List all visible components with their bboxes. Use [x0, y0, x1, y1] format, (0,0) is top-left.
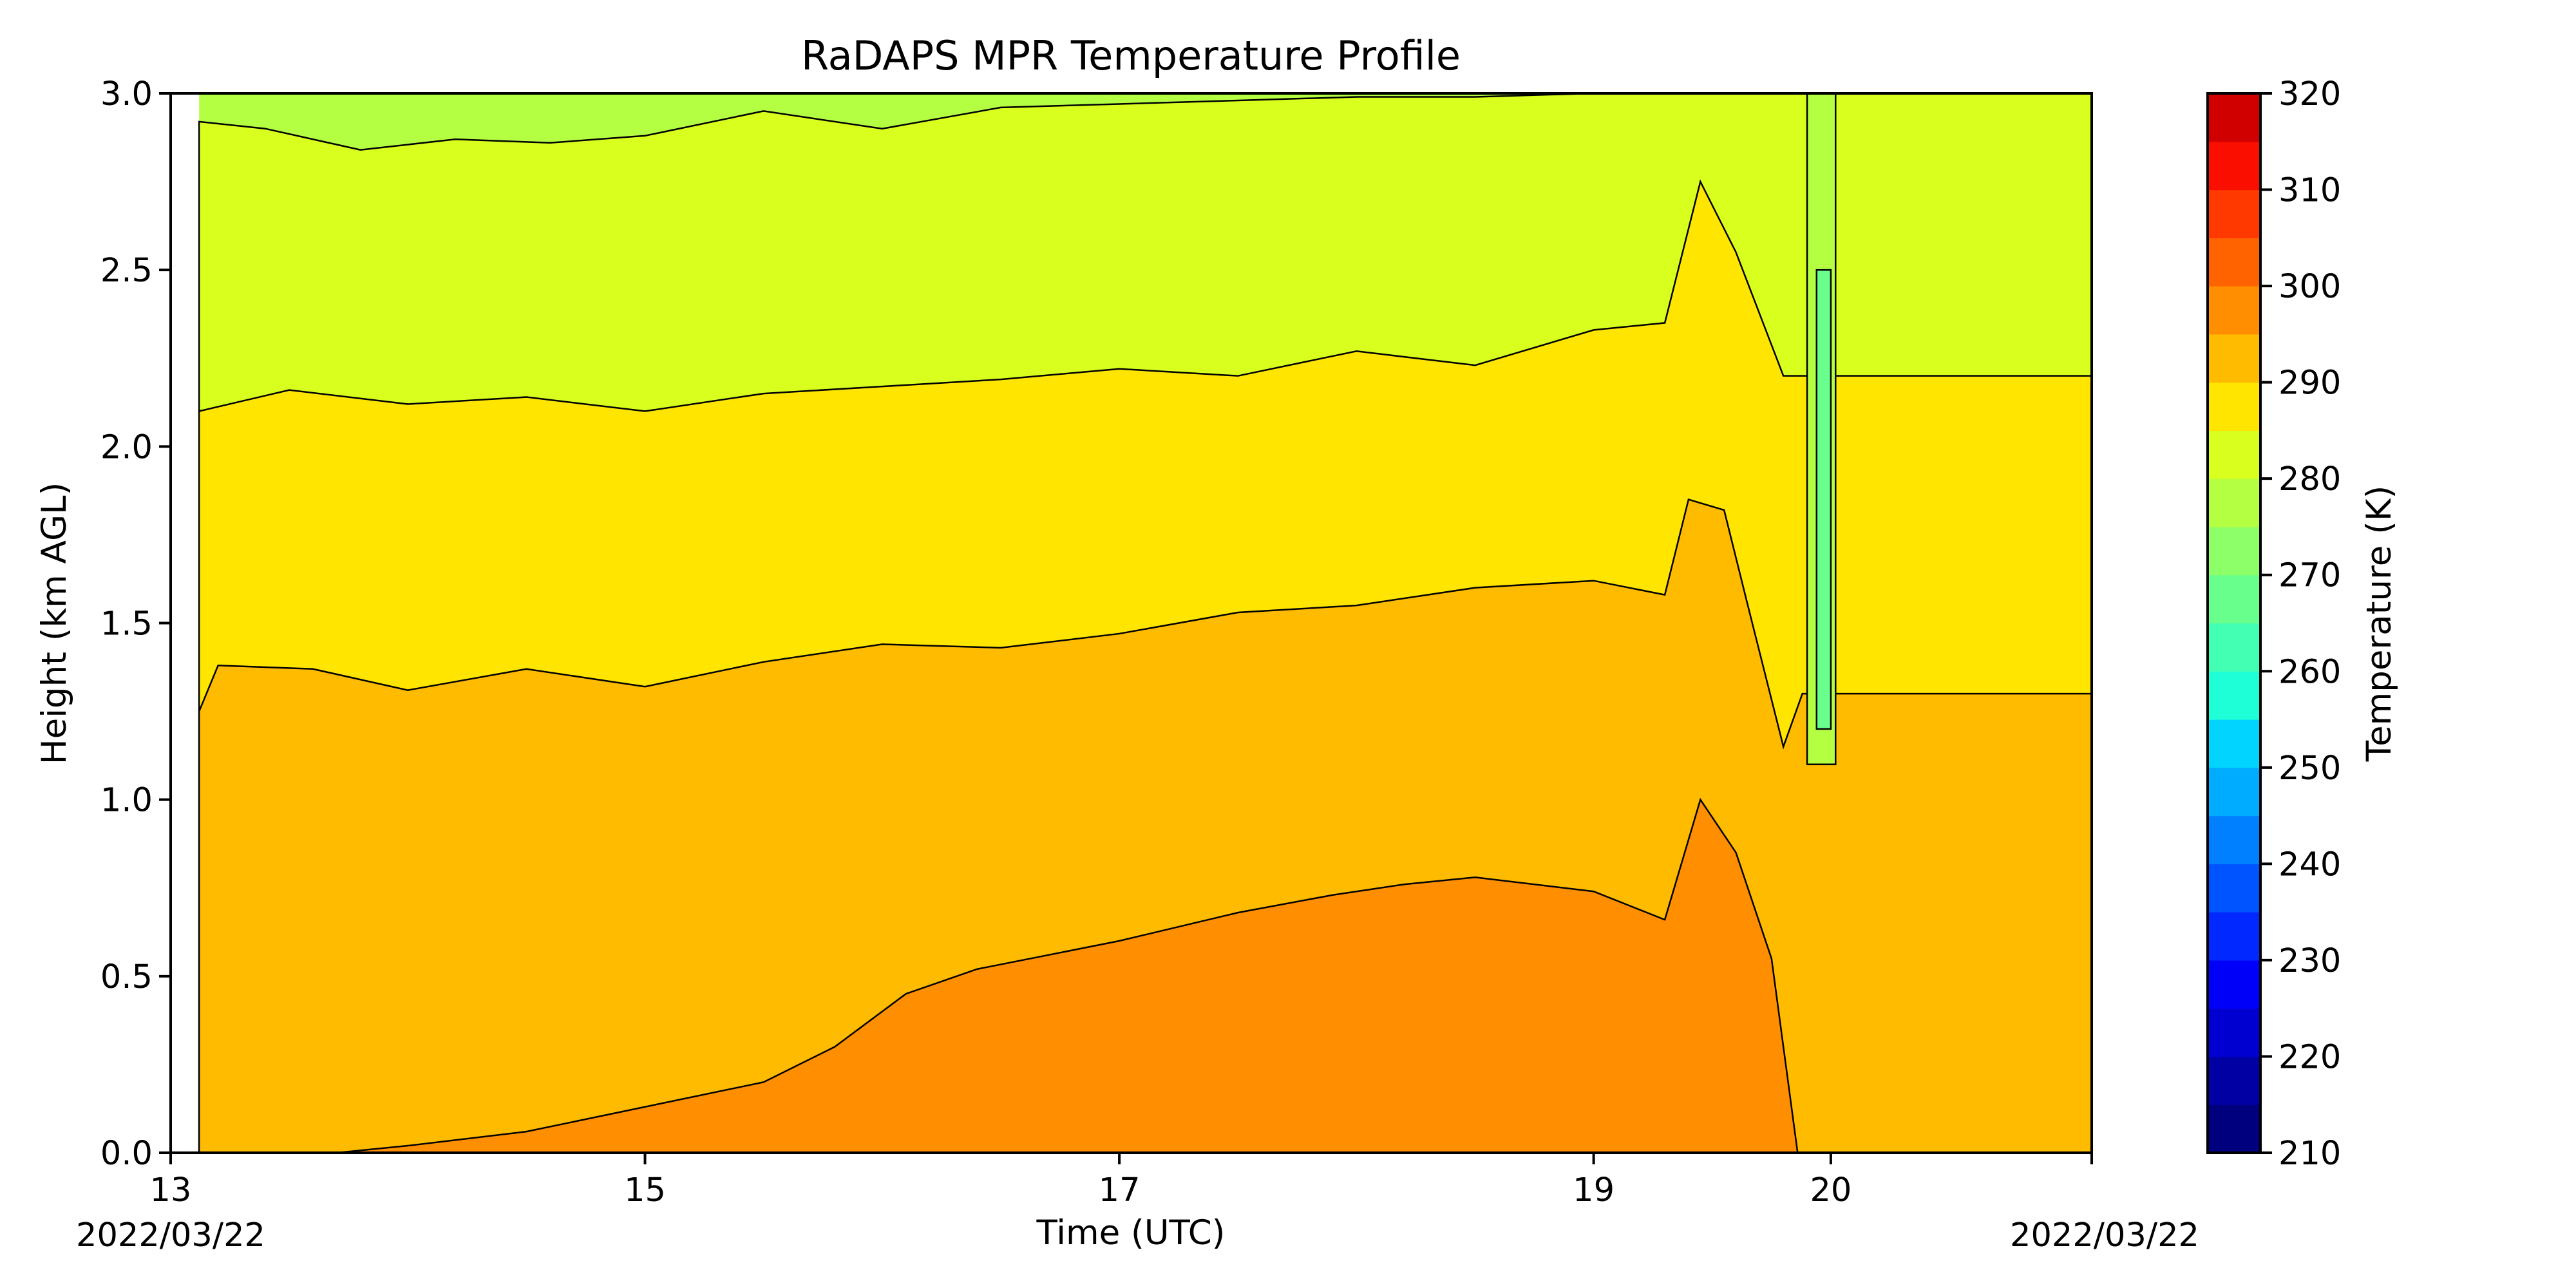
- x-end-date-label: 2022/03/22: [2010, 1217, 2199, 1255]
- band-295-300: [194, 797, 1799, 1153]
- colorbar-swatch: [2208, 93, 2260, 142]
- x-tick-label: 19: [1573, 1171, 1615, 1209]
- y-tick-label: 0.5: [100, 958, 153, 996]
- chart-title: RaDAPS MPR Temperature Profile: [801, 32, 1461, 79]
- colorbar-swatch: [2208, 286, 2260, 335]
- band-265-270: [1815, 269, 1832, 730]
- x-start-date-label: 2022/03/22: [76, 1217, 265, 1255]
- colorbar-tick-label: 230: [2278, 942, 2341, 980]
- colorbar: [2208, 93, 2260, 1153]
- y-tick-label: 1.0: [100, 782, 153, 820]
- y-tick-label: 2.5: [100, 252, 153, 290]
- colorbar-tick-label: 210: [2278, 1135, 2341, 1173]
- y-tick-label: 1.5: [100, 605, 153, 643]
- colorbar-swatch: [2208, 623, 2260, 672]
- y-tick-label: 0.0: [100, 1135, 153, 1173]
- colorbar-swatch: [2208, 526, 2260, 576]
- colorbar-tick-label: 240: [2278, 846, 2341, 884]
- colorbar-swatch: [2208, 382, 2260, 431]
- colorbar-tick-label: 290: [2278, 365, 2341, 402]
- y-tick-label: 3.0: [100, 75, 153, 113]
- colorbar-swatch: [2208, 1056, 2260, 1105]
- x-axis: 13 15 17 19 20: [150, 1153, 2093, 1209]
- colorbar-frame: [2206, 92, 2262, 1154]
- y-axis: 0.0 0.5 1.0 1.5 2.0 2.5 3.0: [100, 75, 171, 1173]
- colorbar-tick-label: 310: [2278, 172, 2341, 210]
- colorbar-swatch: [2208, 960, 2260, 1009]
- colorbar-swatch: [2208, 141, 2260, 191]
- colorbar-swatch: [2208, 864, 2260, 913]
- colorbar-tick-label: 320: [2278, 75, 2341, 113]
- x-tick-label: 20: [1810, 1171, 1852, 1209]
- colorbar-tick-label: 250: [2278, 750, 2341, 788]
- colorbar-swatch: [2208, 189, 2260, 238]
- colorbar-swatch: [2208, 719, 2260, 768]
- y-tick-label: 2.0: [100, 428, 153, 466]
- colorbar-tick-label: 220: [2278, 1038, 2341, 1076]
- temperature-field: [194, 93, 2092, 1153]
- colorbar-swatch: [2208, 430, 2260, 479]
- colorbar-label: Temperature (K): [2360, 486, 2399, 762]
- colorbar-swatch: [2208, 815, 2260, 864]
- x-tick-label: 15: [624, 1171, 666, 1209]
- colorbar-tick-label: 260: [2278, 653, 2341, 691]
- colorbar-swatch: [2208, 912, 2260, 961]
- colorbar-tick-label: 280: [2278, 460, 2341, 498]
- colorbar-tick-label: 270: [2278, 557, 2341, 595]
- colorbar-swatch: [2208, 574, 2260, 624]
- x-axis-label: Time (UTC): [1036, 1213, 1226, 1253]
- colorbar-swatch: [2208, 767, 2260, 817]
- colorbar-swatch: [2208, 478, 2260, 527]
- x-tick-label: 17: [1099, 1171, 1141, 1209]
- colorbar-swatch: [2208, 671, 2260, 720]
- y-axis-label: Height (km AGL): [35, 482, 74, 765]
- colorbar-swatch: [2208, 334, 2260, 383]
- colorbar-swatch: [2208, 1104, 2260, 1153]
- colorbar-tick-label: 300: [2278, 268, 2341, 306]
- colorbar-swatch: [2208, 1008, 2260, 1057]
- colorbar-axis: 210 220 230 240 250 260 270 280 290 300 310 320: [2260, 75, 2341, 1173]
- colorbar-swatch: [2208, 238, 2260, 287]
- x-tick-label: 13: [150, 1171, 192, 1209]
